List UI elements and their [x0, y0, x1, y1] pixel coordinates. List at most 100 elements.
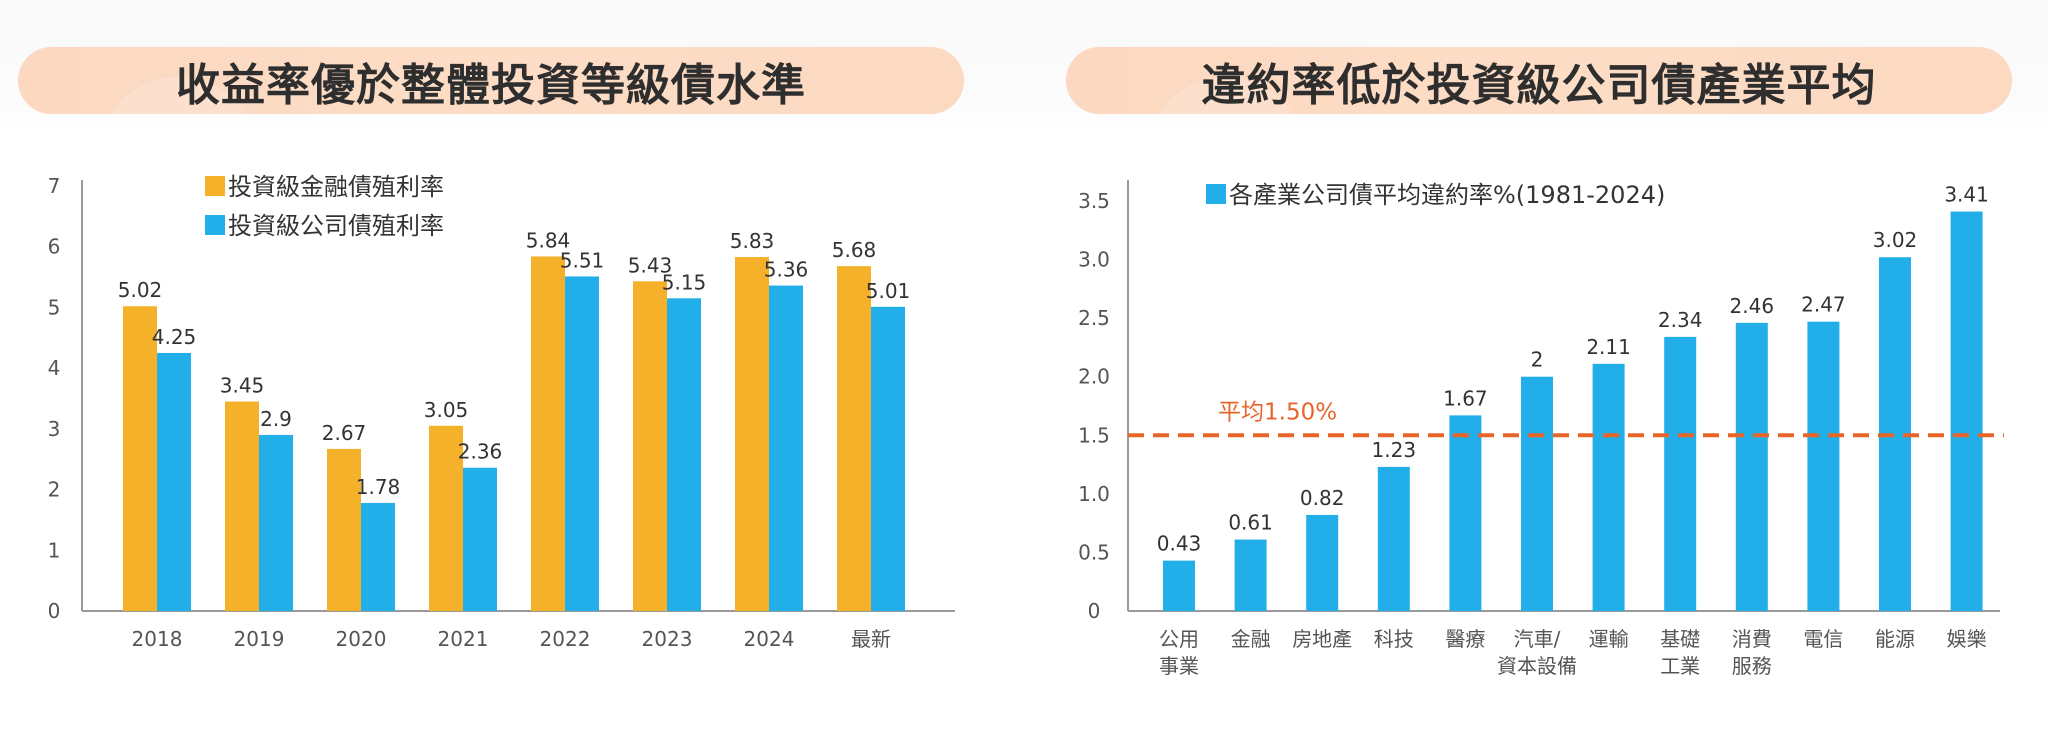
x-tick-label: 服務	[1732, 654, 1772, 678]
x-tick-label: 最新	[851, 627, 891, 651]
data-label: 2.11	[1586, 335, 1631, 359]
right-chart-title: 違約率低於投資級公司債產業平均	[1201, 59, 1877, 111]
y-tick-label: 0	[48, 599, 61, 623]
bar-corporate	[157, 352, 191, 611]
bar-corporate	[361, 502, 395, 611]
right-chart-title-banner: 違約率低於投資級公司債產業平均	[1066, 47, 2012, 114]
bar-default-rate	[1735, 322, 1768, 611]
x-tick-label: 2023	[642, 627, 693, 651]
bar-corporate	[463, 467, 497, 611]
x-tick-label: 2020	[336, 627, 387, 651]
bar-default-rate	[1592, 363, 1625, 611]
bar-financial	[225, 401, 259, 611]
left-chart-title: 收益率優於整體投資等級債水準	[176, 59, 806, 111]
x-tick-label: 科技	[1374, 627, 1414, 651]
y-tick-label: 7	[48, 174, 61, 198]
x-tick-label: 房地產	[1292, 627, 1352, 651]
x-tick-label: 能源	[1875, 627, 1915, 651]
x-tick-label: 2021	[438, 627, 489, 651]
y-tick-label: 4	[48, 356, 61, 380]
y-tick-label: 0	[1088, 599, 1101, 623]
data-label: 2	[1531, 348, 1544, 372]
bar-default-rate	[1377, 466, 1410, 611]
data-label: 5.68	[832, 238, 877, 262]
yield-comparison-chart: 0 1 2 3 4 5 6 7 5.02 4.25 2018 3.45 2.9 2019 2.67 1.78 2…	[48, 173, 955, 651]
data-label: 1.78	[356, 475, 401, 499]
data-label: 0.43	[1157, 532, 1202, 556]
data-label: 5.02	[118, 278, 163, 302]
bar-financial	[633, 281, 667, 611]
x-tick-label: 消費	[1732, 627, 1772, 651]
data-label: 3.02	[1873, 228, 1918, 252]
x-tick-label: 電信	[1803, 627, 1843, 651]
bar-default-rate	[1449, 415, 1482, 611]
bar-default-rate	[1234, 539, 1267, 611]
data-label: 5.83	[730, 229, 775, 253]
bar-financial	[123, 306, 157, 611]
data-label: 2.47	[1801, 293, 1846, 317]
y-tick-label: 2.0	[1078, 365, 1110, 389]
y-tick-label: 1	[48, 538, 61, 562]
x-tick-label: 工業	[1660, 654, 1700, 678]
y-tick-label: 3	[48, 417, 61, 441]
bar-financial	[837, 266, 871, 611]
bar-financial	[429, 425, 463, 611]
y-tick-label: 2	[48, 478, 61, 502]
data-label: 2.34	[1658, 308, 1703, 332]
average-label: 平均1.50%	[1218, 399, 1337, 425]
x-tick-label: 公用	[1159, 627, 1199, 651]
data-label: 5.51	[560, 248, 605, 272]
bar-corporate	[667, 298, 701, 611]
bar-financial	[531, 256, 565, 611]
legend-swatch-corporate	[205, 215, 225, 235]
legend-label: 各產業公司債平均違約率%(1981-2024)	[1229, 181, 1665, 209]
x-tick-label: 金融	[1231, 627, 1271, 651]
y-tick-label: 1.5	[1078, 423, 1110, 447]
x-tick-label: 醫療	[1445, 627, 1485, 651]
legend-label: 投資級公司債殖利率	[228, 212, 444, 240]
data-label: 5.43	[628, 253, 673, 277]
y-tick-label: 3.5	[1078, 189, 1110, 213]
data-label: 3.41	[1944, 183, 1989, 207]
data-label: 2.9	[260, 407, 292, 431]
data-label: 5.01	[866, 279, 911, 303]
bar-financial	[327, 448, 361, 611]
data-label: 5.36	[764, 258, 809, 282]
data-label: 0.61	[1228, 511, 1273, 535]
x-tick-label: 2022	[540, 627, 591, 651]
bar-financial	[735, 257, 769, 611]
x-tick-label: 2019	[234, 627, 285, 651]
data-label: 0.82	[1300, 486, 1345, 510]
x-tick-label: 娛樂	[1947, 627, 1987, 651]
y-tick-label: 2.5	[1078, 306, 1110, 330]
data-label: 2.46	[1730, 294, 1775, 318]
bar-default-rate	[1521, 376, 1553, 611]
x-tick-label: 資本設備	[1497, 654, 1577, 678]
data-label: 1.67	[1443, 386, 1488, 410]
y-tick-label: 5	[48, 295, 61, 319]
legend-swatch-financial	[205, 176, 225, 196]
y-tick-label: 0.5	[1078, 540, 1110, 564]
data-label: 2.36	[458, 440, 503, 464]
data-label: 2.67	[322, 421, 367, 445]
x-tick-label: 汽車/	[1514, 627, 1561, 651]
bar-default-rate	[1306, 514, 1339, 611]
data-label: 4.25	[152, 325, 197, 349]
data-label: 3.05	[424, 398, 469, 422]
y-tick-label: 6	[48, 235, 61, 259]
x-tick-label: 事業	[1159, 654, 1199, 678]
x-tick-label: 2018	[132, 627, 183, 651]
bar-default-rate	[1163, 560, 1195, 611]
legend-swatch-default-rate	[1206, 184, 1226, 204]
bar-corporate	[769, 285, 803, 611]
bar-corporate	[565, 276, 599, 611]
bar-default-rate	[1664, 336, 1697, 611]
y-tick-label: 1.0	[1078, 482, 1110, 506]
data-label: 1.23	[1372, 438, 1417, 462]
x-tick-label: 2024	[744, 627, 795, 651]
bar-default-rate	[1807, 321, 1840, 611]
data-label: 5.15	[662, 270, 707, 294]
left-chart-title-banner: 收益率優於整體投資等級債水準	[18, 47, 964, 114]
x-tick-label: 基礎	[1660, 627, 1700, 651]
bar-corporate	[259, 434, 293, 611]
